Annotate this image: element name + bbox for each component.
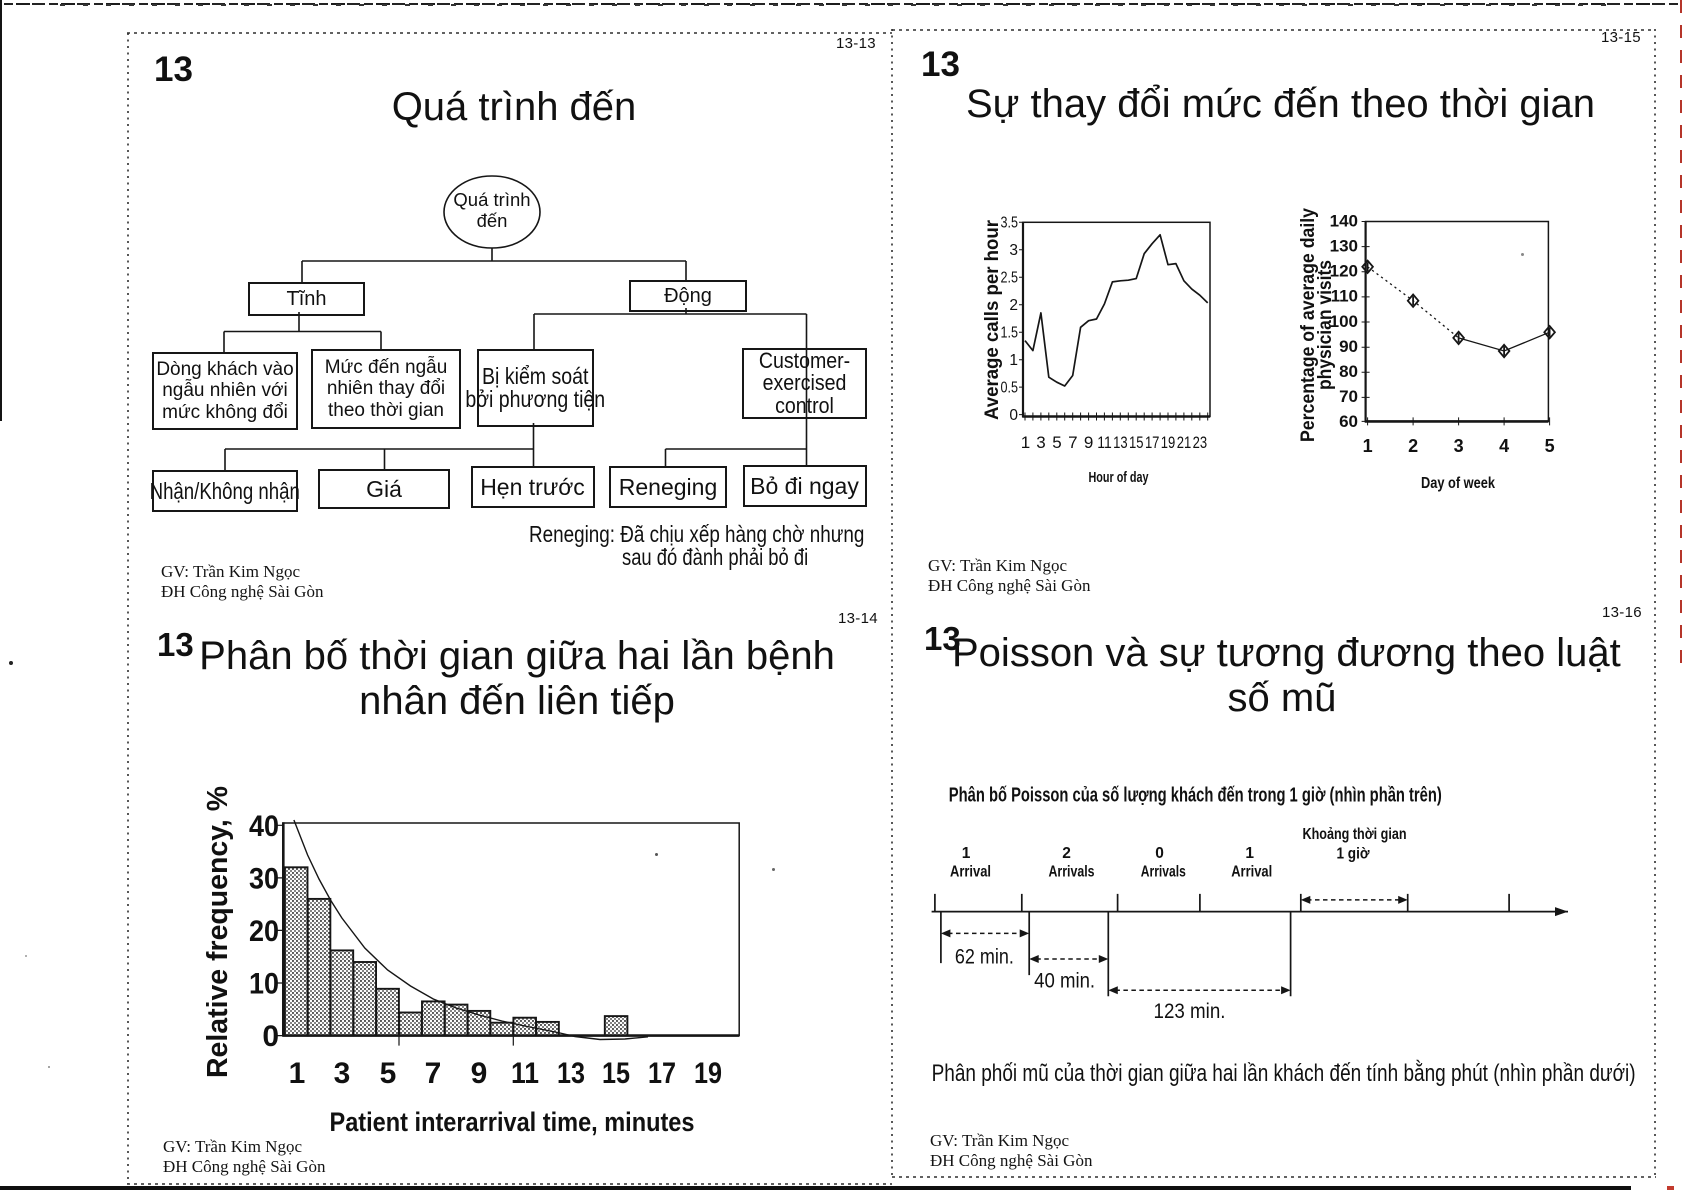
- svg-text:90: 90: [1339, 337, 1358, 356]
- svg-text:15: 15: [602, 1057, 630, 1090]
- svg-text:20: 20: [249, 915, 279, 948]
- svg-text:Phân phối mũ của thời gian giữ: Phân phối mũ của thời gian giữa hai lần …: [932, 1060, 1636, 1087]
- svg-text:Percentage of average daily: Percentage of average daily: [1298, 208, 1319, 442]
- svg-text:140: 140: [1330, 211, 1358, 230]
- svg-text:1: 1: [1009, 352, 1018, 369]
- svg-text:100: 100: [1330, 312, 1358, 331]
- svg-text:2.5: 2.5: [1001, 270, 1019, 287]
- svg-text:3.5: 3.5: [1001, 215, 1019, 232]
- svg-text:0: 0: [1155, 845, 1164, 862]
- svg-text:3: 3: [1036, 433, 1045, 452]
- svg-text:1: 1: [962, 845, 971, 862]
- svg-text:11: 11: [1097, 433, 1112, 452]
- svg-text:2: 2: [1009, 297, 1018, 314]
- svg-text:1: 1: [1245, 845, 1254, 862]
- svg-text:2: 2: [1408, 436, 1418, 456]
- svg-text:1: 1: [1021, 433, 1030, 452]
- svg-text:1.5: 1.5: [1001, 325, 1019, 342]
- svg-text:21: 21: [1177, 433, 1192, 452]
- svg-text:30: 30: [249, 862, 279, 895]
- svg-text:0.5: 0.5: [1001, 380, 1019, 397]
- svg-text:70: 70: [1339, 387, 1358, 406]
- svg-text:0: 0: [1009, 407, 1018, 424]
- svg-text:40: 40: [249, 810, 279, 843]
- svg-text:19: 19: [1161, 433, 1176, 452]
- svg-text:10: 10: [249, 968, 279, 1001]
- svg-text:123 min.: 123 min.: [1154, 1000, 1226, 1023]
- svg-text:Arrival: Arrival: [1231, 864, 1272, 881]
- svg-text:13: 13: [557, 1057, 585, 1090]
- svg-text:1 giờ: 1 giờ: [1337, 846, 1371, 863]
- svg-text:Quá trình: Quá trình: [453, 189, 530, 210]
- svg-text:Patient interarrival time, min: Patient interarrival time, minutes: [330, 1107, 695, 1137]
- svg-text:2: 2: [1062, 845, 1071, 862]
- svg-text:7: 7: [425, 1057, 442, 1090]
- svg-text:62 min.: 62 min.: [955, 946, 1014, 969]
- svg-text:3: 3: [1009, 242, 1018, 259]
- svg-text:15: 15: [1129, 433, 1144, 452]
- svg-text:Arrivals: Arrivals: [1049, 864, 1095, 881]
- svg-text:5: 5: [380, 1057, 397, 1090]
- svg-text:1: 1: [1363, 436, 1373, 456]
- svg-text:60: 60: [1339, 412, 1358, 431]
- svg-text:Arrivals: Arrivals: [1141, 864, 1186, 881]
- svg-text:4: 4: [1499, 436, 1509, 456]
- svg-text:5: 5: [1545, 436, 1555, 456]
- svg-text:Hour of day: Hour of day: [1089, 469, 1149, 486]
- svg-text:19: 19: [694, 1057, 722, 1090]
- svg-text:40 min.: 40 min.: [1034, 970, 1095, 993]
- svg-text:3: 3: [1454, 436, 1464, 456]
- svg-text:Arrival: Arrival: [950, 864, 991, 881]
- svg-text:130: 130: [1330, 236, 1358, 255]
- svg-text:17: 17: [648, 1057, 676, 1090]
- svg-text:7: 7: [1068, 433, 1077, 452]
- svg-text:3: 3: [334, 1057, 351, 1090]
- svg-text:1: 1: [289, 1057, 306, 1090]
- svg-text:Phân bố Poisson của số lượng k: Phân bố Poisson của số lượng khách đến t…: [949, 785, 1442, 807]
- svg-text:9: 9: [471, 1057, 488, 1090]
- svg-text:Khoảng thời gian: Khoảng thời gian: [1303, 826, 1407, 843]
- svg-text:0: 0: [262, 1020, 279, 1053]
- svg-text:80: 80: [1339, 362, 1358, 381]
- svg-text:Day of week: Day of week: [1421, 475, 1495, 492]
- svg-text:11: 11: [511, 1057, 539, 1090]
- svg-text:đến: đến: [477, 210, 508, 231]
- svg-text:5: 5: [1052, 433, 1061, 452]
- svg-text:23: 23: [1193, 433, 1208, 452]
- svg-text:9: 9: [1084, 433, 1093, 452]
- svg-text:physician visits: physician visits: [1315, 260, 1336, 390]
- svg-text:13: 13: [1113, 433, 1128, 452]
- svg-text:Relative frequency, %: Relative frequency, %: [202, 786, 234, 1078]
- svg-text:17: 17: [1145, 433, 1160, 452]
- svg-text:110: 110: [1331, 287, 1358, 306]
- svg-text:120: 120: [1330, 262, 1358, 281]
- svg-text:Average calls per hour: Average calls per hour: [982, 219, 1003, 420]
